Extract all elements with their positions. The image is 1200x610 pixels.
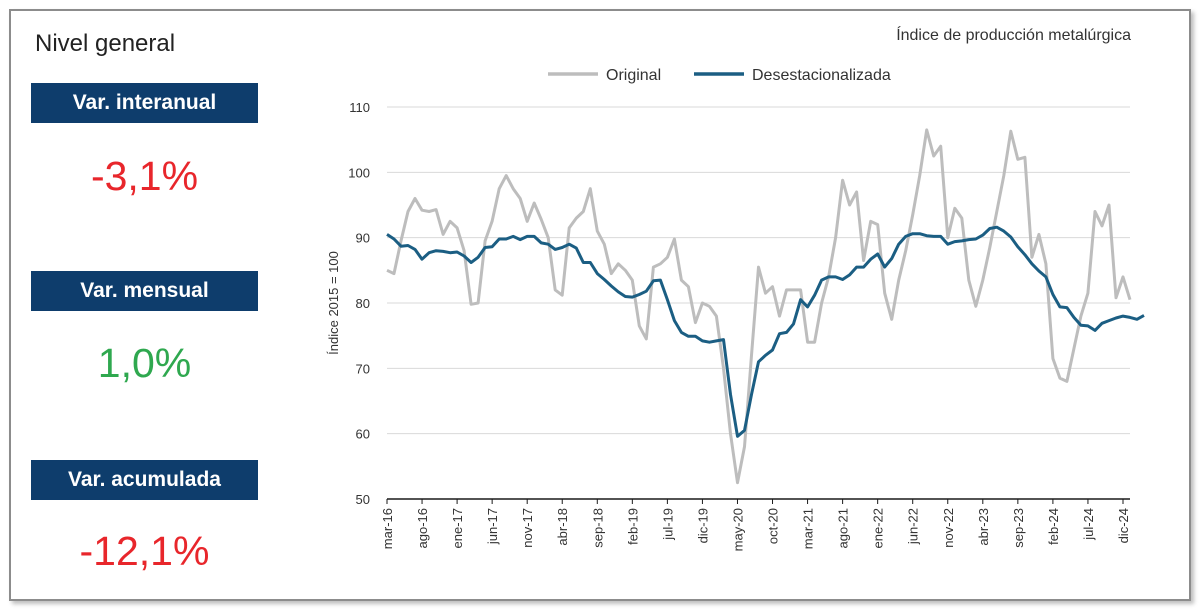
x-tick-label: sep-18 <box>590 508 605 548</box>
x-tick-label: may-20 <box>730 508 745 551</box>
y-tick-label: 80 <box>356 296 370 311</box>
x-axis-ticks: mar-16 ago-16 ene-17 jun-17 nov-17 abr-18 sep-… <box>380 499 1131 551</box>
x-tick-label: mar-16 <box>380 508 395 549</box>
y-tick-label: 70 <box>356 361 370 376</box>
y-tick-label: 50 <box>356 492 370 507</box>
x-tick-label: mar-21 <box>801 508 816 549</box>
chart-legend: Original Desestacionalizada <box>548 67 891 84</box>
x-tick-label: dic-24 <box>1116 508 1131 543</box>
x-tick-label: jul-19 <box>660 508 675 541</box>
x-tick-label: feb-24 <box>1046 508 1061 545</box>
x-tick-label: ago-16 <box>415 508 430 548</box>
x-tick-label: ene-22 <box>871 508 886 548</box>
x-tick-label: ago-21 <box>836 508 851 548</box>
x-tick-label: ene-17 <box>450 508 465 548</box>
legend-deseasonalized-label: Desestacionalizada <box>752 67 891 84</box>
x-tick-label: jun-17 <box>485 508 500 545</box>
var-interanual-value: -3,1% <box>90 153 199 199</box>
y-axis-label: Índice 2015 = 100 <box>326 251 341 355</box>
x-tick-label: nov-17 <box>520 508 535 548</box>
x-tick-label: abr-23 <box>976 508 991 546</box>
x-tick-label: abr-18 <box>555 508 570 546</box>
x-tick-label: dic-19 <box>695 508 710 543</box>
var-acumulada-badge: Var. acumulada <box>31 460 258 500</box>
series-lines <box>386 128 1145 485</box>
series-deseasonalized-line <box>386 225 1145 438</box>
y-tick-label: 110 <box>349 100 370 115</box>
x-tick-label: nov-22 <box>941 508 956 548</box>
legend-original-label: Original <box>606 67 661 84</box>
x-tick-label: jul-24 <box>1081 508 1096 541</box>
chart-title: Índice de producción metalúrgica <box>896 25 1131 44</box>
var-mensual-badge: Var. mensual <box>31 271 258 311</box>
var-interanual-badge: Var. interanual <box>31 83 258 123</box>
y-tick-label: 90 <box>356 231 370 246</box>
var-mensual-value: 1,0% <box>97 340 192 386</box>
gridlines <box>387 106 1130 500</box>
x-tick-label: jun-22 <box>906 508 921 545</box>
y-tick-label: 60 <box>356 427 370 442</box>
x-tick-label: oct-20 <box>766 508 781 544</box>
x-tick-label: feb-19 <box>625 508 640 545</box>
var-acumulada-value: -12,1% <box>79 528 210 574</box>
series-original-line <box>386 128 1132 485</box>
y-tick-label: 100 <box>348 165 370 180</box>
x-tick-label: sep-23 <box>1011 508 1026 548</box>
panel-title: Nivel general <box>35 30 176 57</box>
y-axis-ticks: 50 60 70 80 90 100 110 <box>348 100 370 507</box>
